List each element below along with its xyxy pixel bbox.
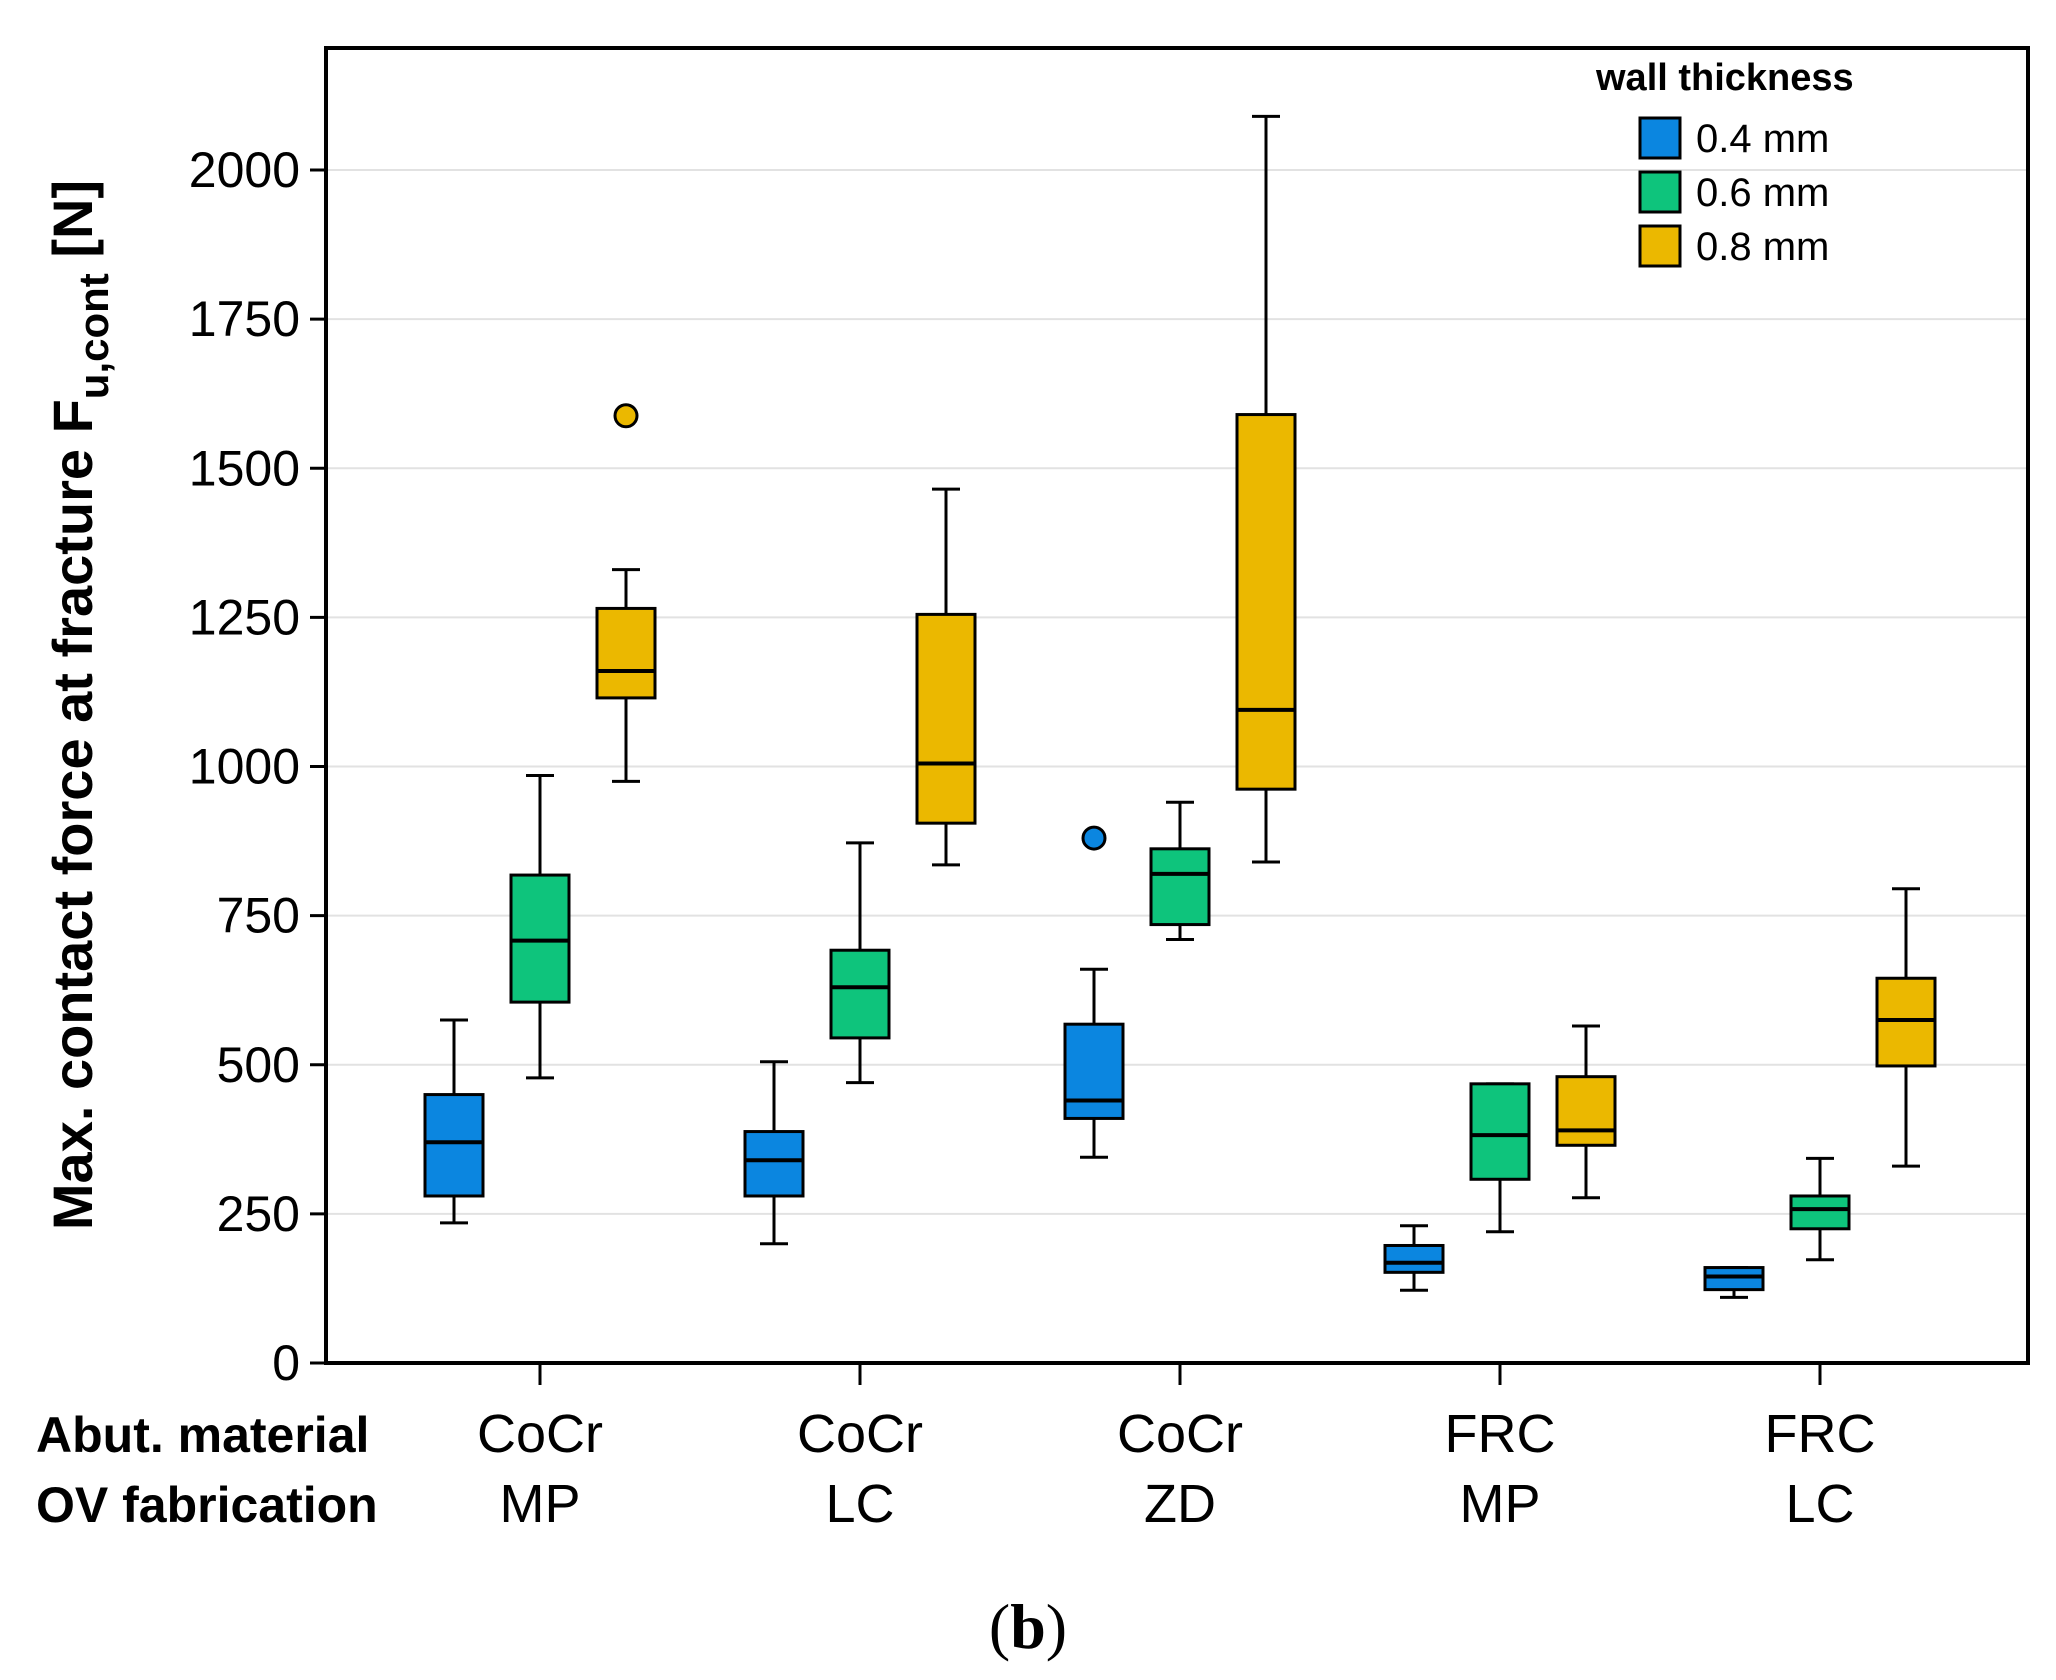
box-2-2 bbox=[1235, 114, 1297, 864]
outlier-0 bbox=[1081, 825, 1107, 851]
box-iqr bbox=[1235, 413, 1297, 791]
box-3-0 bbox=[1383, 1224, 1445, 1292]
box-0-0 bbox=[423, 1018, 485, 1225]
x-label-material-2: CoCr bbox=[1117, 1404, 1243, 1464]
x-label-material-0: CoCr bbox=[477, 1404, 603, 1464]
gridlines bbox=[326, 169, 2028, 1215]
box-iqr bbox=[1383, 1243, 1445, 1274]
y-axis-label: Max. contact force at fracture Fu,cont [… bbox=[41, 180, 117, 1230]
row-label-ov-fabrication: OV fabrication bbox=[36, 1477, 378, 1533]
legend-label-2: 0.8 mm bbox=[1696, 225, 1829, 269]
y-tick-label-1750: 1750 bbox=[189, 291, 300, 347]
x-label-material-1: CoCr bbox=[797, 1404, 923, 1464]
legend-label-1: 0.6 mm bbox=[1696, 171, 1829, 215]
box-1-0 bbox=[743, 1060, 805, 1246]
box-iqr bbox=[915, 612, 977, 825]
y-tick-label-750: 750 bbox=[217, 888, 300, 944]
box-iqr bbox=[1789, 1194, 1851, 1231]
box-iqr bbox=[1149, 847, 1211, 927]
legend-swatch-1 bbox=[1638, 170, 1682, 214]
box-iqr bbox=[595, 606, 657, 700]
x-label-fabrication-3: MP bbox=[1460, 1474, 1541, 1534]
legend: wall thickness 0.4 mm 0.6 mm 0.8 mm bbox=[1595, 57, 1854, 269]
box-plot-area bbox=[423, 114, 1937, 1299]
x-label-material-4: FRC bbox=[1765, 1404, 1876, 1464]
x-label-fabrication-2: ZD bbox=[1144, 1474, 1216, 1534]
box-4-0 bbox=[1703, 1266, 1765, 1299]
x-axis: CoCr MP CoCr LC CoCr ZD FRC MP FRC LC bbox=[477, 1363, 1876, 1534]
box-2-1 bbox=[1149, 800, 1211, 941]
y-tick-label-1000: 1000 bbox=[189, 739, 300, 795]
box-4-1 bbox=[1789, 1156, 1851, 1262]
y-tick-label-500: 500 bbox=[217, 1037, 300, 1093]
outlier-0 bbox=[613, 403, 639, 429]
row-label-abutment-material: Abut. material bbox=[36, 1407, 369, 1463]
box-1-2 bbox=[915, 487, 977, 867]
box-4-2 bbox=[1875, 887, 1937, 1168]
box-iqr bbox=[509, 873, 571, 1004]
y-tick-label-1250: 1250 bbox=[189, 589, 300, 645]
plot-frame bbox=[324, 46, 2030, 1365]
legend-title: wall thickness bbox=[1595, 57, 1854, 99]
figure-caption: (b) bbox=[989, 1591, 1067, 1662]
box-iqr bbox=[1469, 1082, 1531, 1181]
box-3-2 bbox=[1555, 1024, 1617, 1200]
box-2-0 bbox=[1063, 825, 1125, 1159]
legend-swatch-2 bbox=[1638, 224, 1682, 268]
box-3-1 bbox=[1469, 1082, 1531, 1234]
y-tick-label-250: 250 bbox=[217, 1186, 300, 1242]
x-label-fabrication-4: LC bbox=[1785, 1474, 1854, 1534]
box-iqr bbox=[1703, 1266, 1765, 1292]
box-iqr bbox=[1555, 1075, 1617, 1147]
x-label-material-3: FRC bbox=[1445, 1404, 1556, 1464]
box-1-1 bbox=[829, 841, 891, 1085]
x-label-fabrication-0: MP bbox=[500, 1474, 581, 1534]
y-tick-label-1500: 1500 bbox=[189, 440, 300, 496]
box-iqr bbox=[1063, 1022, 1125, 1120]
box-0-2 bbox=[595, 403, 657, 783]
legend-swatch-0 bbox=[1638, 116, 1682, 160]
y-axis: 0 250 500 750 1000 1250 1500 1750 2000 bbox=[189, 142, 326, 1391]
box-iqr bbox=[829, 948, 891, 1040]
box-iqr bbox=[743, 1130, 805, 1198]
box-iqr bbox=[1875, 976, 1937, 1068]
y-tick-label-2000: 2000 bbox=[189, 142, 300, 198]
y-tick-label-0: 0 bbox=[272, 1335, 300, 1391]
box-iqr bbox=[423, 1093, 485, 1198]
x-label-fabrication-1: LC bbox=[825, 1474, 894, 1534]
box-0-1 bbox=[509, 773, 571, 1080]
legend-label-0: 0.4 mm bbox=[1696, 117, 1829, 161]
